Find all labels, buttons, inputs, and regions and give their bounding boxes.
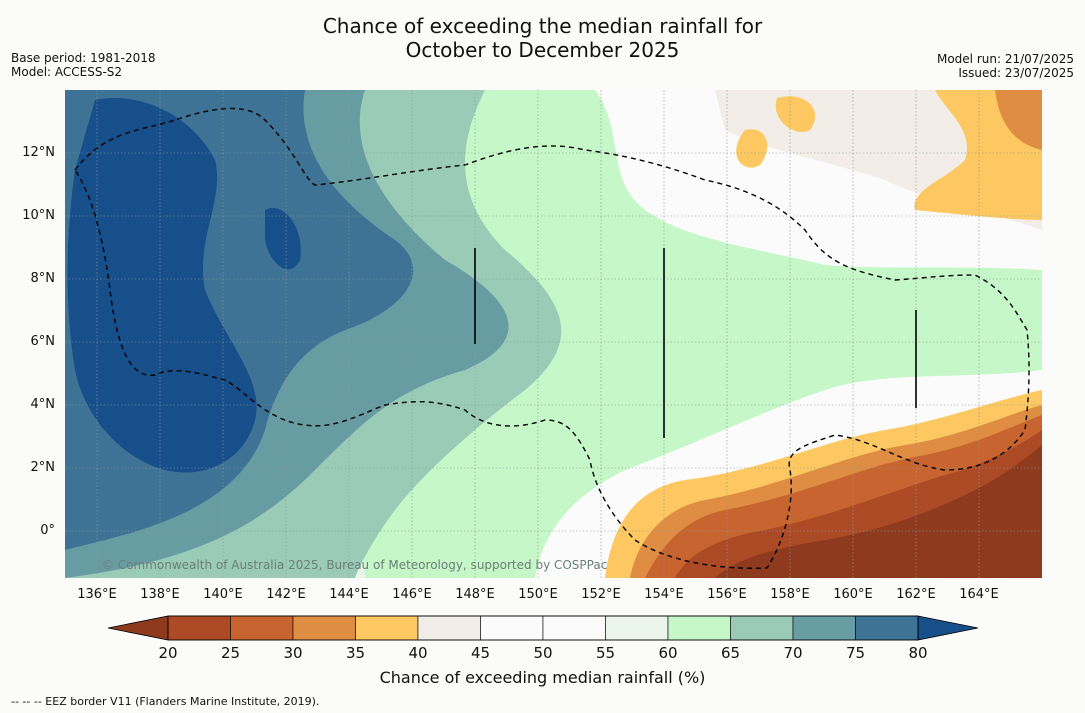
- lon-label-140e: 140°E: [203, 587, 243, 602]
- colorbar-tick-label: 70: [783, 644, 803, 662]
- lat-label-12n: 12°N: [22, 145, 55, 160]
- lon-label-160e: 160°E: [833, 587, 873, 602]
- colorbar-cells: [108, 615, 978, 641]
- base-period: Base period: 1981-2018: [11, 51, 156, 65]
- zone-green-center: [345, 90, 1042, 578]
- zone-brown-southeast: [715, 445, 1042, 578]
- lon-label-162e: 162°E: [896, 587, 936, 602]
- colorbar: [108, 615, 978, 641]
- model-name: Model: ACCESS-S2: [11, 65, 123, 79]
- footer-note: -- -- -- EEZ border V11 (Flanders Marine…: [11, 695, 320, 708]
- zone-orange-ne-2: [736, 129, 768, 168]
- zone-darkblue-blob: [265, 208, 301, 270]
- colorbar-cell: [167, 615, 231, 641]
- lon-label-142e: 142°E: [266, 587, 306, 602]
- lon-label-144e: 144°E: [329, 587, 369, 602]
- lon-label-154e: 154°E: [644, 587, 684, 602]
- colorbar-tick-label: 65: [720, 644, 741, 662]
- colorbar-tick-label: 35: [345, 644, 366, 662]
- colorbar-tick-label: 25: [220, 644, 241, 662]
- meta-left: Base period: 1981-2018 Model: ACCESS-S2: [11, 51, 156, 79]
- colorbar-cell: [542, 615, 606, 641]
- rainfall-map-svg: [65, 90, 1042, 578]
- colorbar-cell: [355, 615, 419, 641]
- meta-right: Model run: 21/07/2025 Issued: 23/07/2025: [937, 52, 1074, 80]
- colorbar-cell: [792, 615, 856, 641]
- colorbar-frame: [167, 615, 919, 641]
- colorbar-tick-label: 50: [533, 644, 553, 662]
- colorbar-cell: [417, 615, 481, 641]
- map-title-line1: Chance of exceeding the median rainfall …: [322, 14, 763, 38]
- lon-label-158e: 158°E: [770, 587, 810, 602]
- zone-darkorange-ne: [995, 90, 1042, 150]
- colorbar-cell: [605, 615, 669, 641]
- lon-label-152e: 152°E: [581, 587, 621, 602]
- lon-label-164e: 164°E: [959, 587, 999, 602]
- lon-label-136e: 136°E: [77, 587, 117, 602]
- colorbar-cell: [730, 615, 794, 641]
- colorbar-tick-label: 80: [908, 644, 928, 662]
- colorbar-tick-label: 45: [470, 644, 491, 662]
- colorbar-tick-label: 60: [658, 644, 678, 662]
- lat-label-2n: 2°N: [30, 460, 56, 475]
- rainfall-map: © Commonwealth of Australia 2025, Bureau…: [65, 90, 1042, 578]
- lat-label-8n: 8°N: [30, 271, 56, 286]
- colorbar-cell: [292, 615, 356, 641]
- colorbar-tick-label: 40: [408, 644, 428, 662]
- grid-lines: [65, 90, 1042, 578]
- lon-label-150e: 150°E: [518, 587, 558, 602]
- zone-orange-ne-1: [775, 96, 816, 132]
- lat-label-4n: 4°N: [30, 397, 56, 412]
- colorbar-tick-label: 55: [595, 644, 616, 662]
- colorbar-tick-label: 30: [283, 644, 303, 662]
- colorbar-tick-label: 75: [845, 644, 866, 662]
- colorbar-arrow-low: [108, 615, 169, 641]
- issued-date: Issued: 23/07/2025: [958, 66, 1074, 80]
- lon-label-148e: 148°E: [455, 587, 495, 602]
- colorbar-arrow-high: [917, 615, 978, 641]
- copyright-text: © Commonwealth of Australia 2025, Bureau…: [102, 558, 608, 572]
- lat-label-0: 0°: [40, 523, 55, 538]
- lon-label-146e: 146°E: [392, 587, 432, 602]
- colorbar-cell: [667, 615, 731, 641]
- ticks-markers: [474, 248, 917, 438]
- lon-label-156e: 156°E: [707, 587, 747, 602]
- colorbar-cell: [230, 615, 294, 641]
- colorbar-cell: [855, 615, 919, 641]
- colorbar-cell: [480, 615, 544, 641]
- colorbar-title: Chance of exceeding median rainfall (%): [379, 668, 706, 687]
- lon-label-138e: 138°E: [140, 587, 180, 602]
- colorbar-tick-label: 20: [158, 644, 178, 662]
- lat-label-10n: 10°N: [22, 208, 55, 223]
- map-title: Chance of exceeding the median rainfall …: [0, 14, 1085, 62]
- map-title-line2: October to December 2025: [405, 38, 680, 62]
- zone-darkblue-west: [67, 98, 257, 473]
- lat-label-6n: 6°N: [30, 334, 56, 349]
- model-run: Model run: 21/07/2025: [936, 52, 1074, 66]
- eez-borders: [74, 107, 1030, 569]
